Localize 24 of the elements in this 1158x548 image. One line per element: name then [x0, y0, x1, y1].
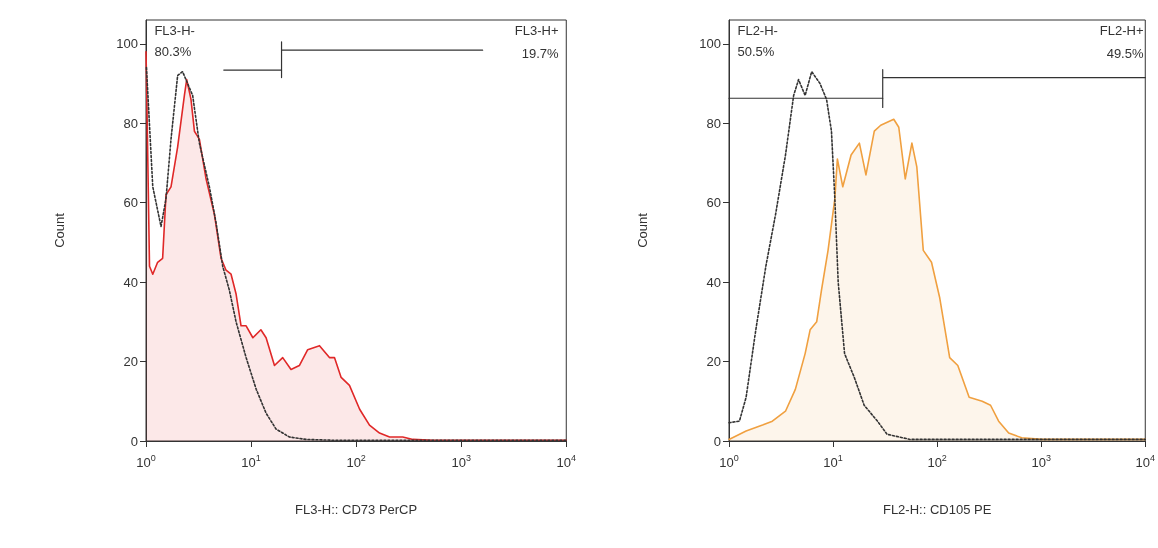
annotation: FL3-H- [154, 23, 195, 38]
y-tick-label: 60 [706, 195, 721, 211]
y-tick-label: 20 [706, 354, 721, 370]
annotation: FL2-H- [737, 23, 778, 38]
y-tick-label: 20 [123, 354, 138, 370]
y-tick-label: 100 [699, 36, 721, 52]
y-axis-title: Count [52, 212, 67, 248]
y-tick-label: 100 [116, 36, 138, 52]
y-tick-label: 0 [130, 433, 138, 449]
y-tick-label: 40 [706, 274, 721, 290]
annotation: FL3-H+ [514, 23, 559, 38]
annotation: FL2-H+ [1099, 23, 1144, 38]
y-tick-label: 80 [706, 115, 721, 131]
x-axis-title: FL3-H:: CD73 PerCP [295, 502, 418, 517]
annotation: 49.5% [1106, 46, 1144, 62]
y-tick-label: 40 [123, 274, 138, 290]
y-tick-label: 0 [713, 433, 721, 449]
y-axis-title: Count [635, 212, 650, 248]
annotation: 19.7% [521, 46, 560, 62]
y-tick-label: 80 [123, 115, 138, 131]
annotation: 50.5% [737, 44, 775, 60]
annotation: 80.3% [154, 44, 192, 60]
y-tick-label: 60 [123, 195, 138, 211]
x-axis-title: FL2-H:: CD105 PE [882, 502, 992, 517]
